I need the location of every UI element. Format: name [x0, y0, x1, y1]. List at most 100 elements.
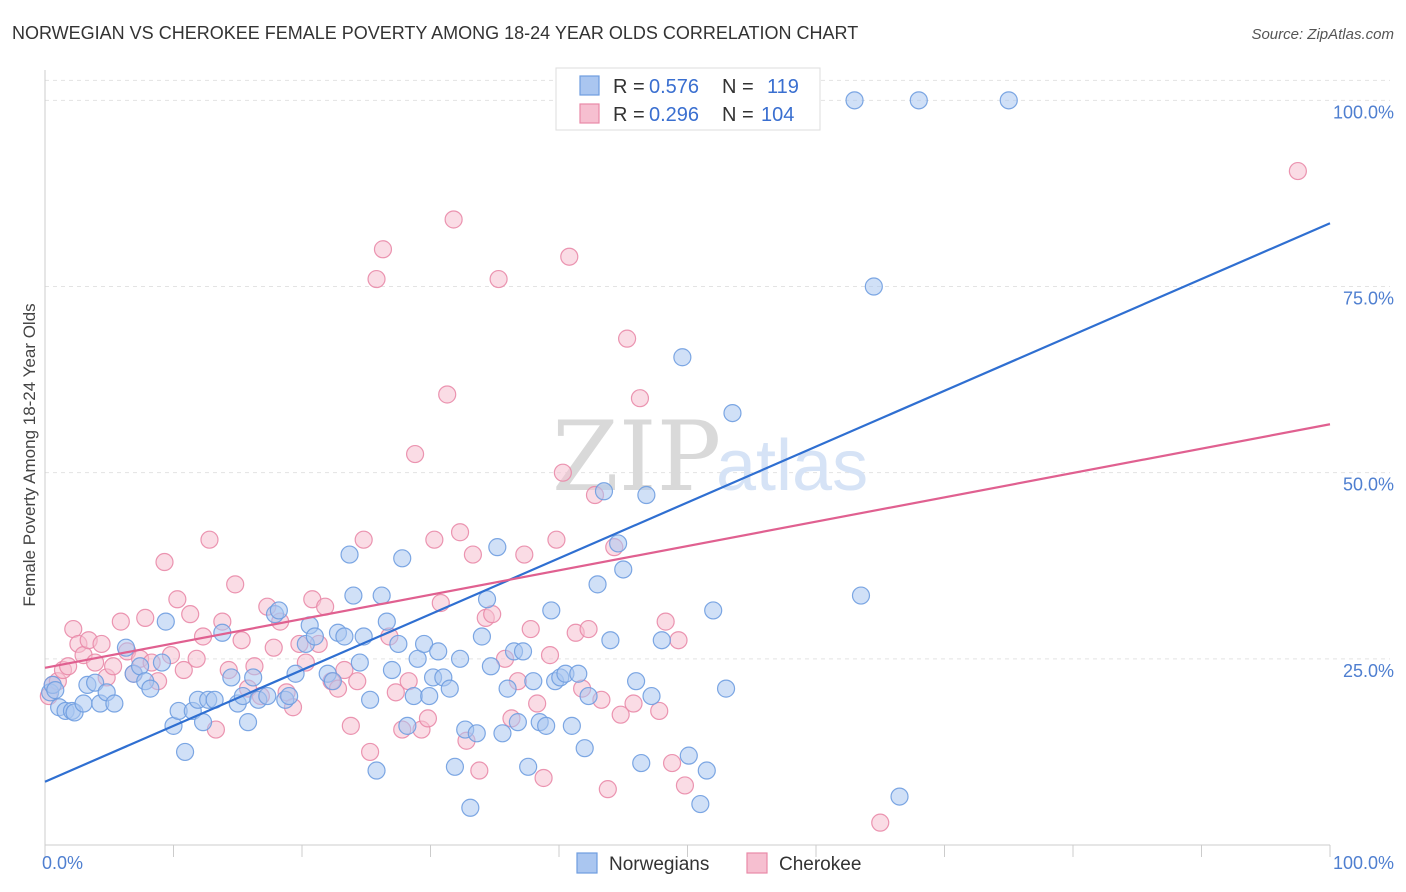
cherokee-point-78	[528, 694, 547, 713]
norwegians-point-9	[86, 673, 105, 692]
norwegians-point-7	[74, 694, 93, 713]
norwegians-point-110	[723, 403, 742, 423]
norwegians-point-2	[46, 681, 65, 700]
norwegians-point-90	[562, 716, 581, 735]
norwegians-point-93	[579, 686, 598, 706]
cherokee-point-68	[463, 545, 483, 564]
norwegians-point-106	[691, 794, 710, 814]
norwegians-point-119	[890, 787, 909, 806]
norwegians-point-78	[498, 679, 517, 698]
norwegians-point-101	[637, 485, 656, 505]
bottom-legend-swatch-cherokee	[746, 852, 768, 874]
chart-title: NORWEGIAN VS CHEROKEE FEMALE POVERTY AMO…	[12, 23, 858, 43]
norwegians-point-100	[632, 753, 651, 773]
cherokee-point-94	[630, 389, 650, 408]
legend-n-value-norwegians: 119	[767, 76, 799, 98]
norwegians-point-73	[472, 627, 491, 646]
legend-swatch-cherokee	[579, 103, 600, 124]
y-tick-label-75: 75.0%	[1343, 289, 1394, 309]
cherokee-point-31	[226, 575, 245, 594]
norwegians-point-65	[429, 642, 448, 661]
norwegians-point-55	[377, 612, 396, 631]
watermark: ZIP atlas	[552, 401, 868, 513]
legend-r-label-cherokee: R =	[613, 104, 645, 126]
cherokee-point-13	[111, 612, 130, 631]
norwegians-point-80	[508, 713, 527, 732]
cherokee-point-98	[656, 612, 675, 631]
x-tick-label-max: 100.0%	[1333, 853, 1394, 873]
norwegians-point-71	[461, 798, 480, 817]
cherokee-point-69	[470, 761, 489, 780]
norwegians-point-53	[367, 761, 386, 780]
x-tick-label-min: 0.0%	[42, 853, 83, 873]
cherokee-point-83	[560, 247, 579, 266]
norwegians-point-95	[594, 482, 614, 501]
cherokee-point-10	[92, 634, 111, 654]
cherokee-point-62	[425, 530, 444, 549]
norwegians-point-62	[414, 634, 434, 654]
norwegians-point-60	[404, 686, 423, 706]
series-norwegians-points	[41, 91, 1018, 817]
norwegians-point-29	[222, 668, 241, 687]
legend-n-label-norwegians: N =	[722, 76, 754, 98]
cherokee-point-24	[181, 605, 200, 624]
cherokee-point-54	[373, 240, 393, 259]
norwegians-point-50	[350, 653, 369, 672]
cherokee-point-23	[174, 660, 193, 680]
norwegians-point-86	[542, 601, 561, 620]
norwegians-point-114	[845, 91, 864, 110]
cherokee-point-89	[598, 780, 617, 799]
watermark-zip: ZIP	[552, 401, 721, 513]
cherokee-point-92	[618, 329, 637, 348]
norwegians-point-43	[305, 627, 324, 646]
norwegians-point-19	[156, 612, 175, 631]
cherokee-point-102	[871, 813, 890, 832]
cherokee-point-50	[348, 672, 367, 691]
cherokee-point-4	[59, 657, 78, 676]
y-tick-label-25: 25.0%	[1343, 661, 1394, 681]
legend-box: R = 0.576 N = 119 R = 0.296 N = 104	[555, 67, 821, 131]
legend-n-label-cherokee: N =	[722, 104, 754, 126]
cherokee-point-20	[155, 552, 174, 572]
norwegians-point-39	[280, 686, 299, 706]
norwegians-trendline	[44, 222, 1331, 783]
norwegians-point-109	[716, 679, 736, 698]
cherokee-point-101	[675, 776, 695, 795]
norwegians-point-105	[679, 746, 698, 765]
norwegians-point-54	[372, 586, 391, 605]
norwegians-point-107	[697, 761, 716, 780]
norwegians-point-116	[864, 277, 883, 296]
bottom-legend-swatch-norwegians	[576, 852, 598, 874]
norwegians-point-117	[909, 91, 928, 110]
norwegians-point-22	[175, 742, 195, 762]
norwegians-point-115	[851, 586, 871, 605]
cherokee-point-64	[438, 385, 457, 404]
norwegians-point-52	[361, 690, 380, 709]
norwegians-point-98	[614, 560, 633, 579]
y-axis-label: Female Poverty Among 18-24 Year Olds	[20, 303, 39, 606]
norwegians-point-32	[238, 713, 258, 732]
chart-source: Source: ZipAtlas.com	[1251, 26, 1394, 43]
cherokee-point-51	[354, 530, 373, 549]
cherokee-point-25	[187, 649, 206, 668]
norwegians-point-37	[269, 601, 288, 620]
cherokee-trendline	[44, 423, 1331, 669]
norwegians-point-33	[244, 668, 263, 687]
cherokee-point-86	[579, 619, 598, 639]
cherokee-point-27	[200, 530, 219, 549]
cherokee-point-61	[418, 709, 438, 728]
cherokee-point-80	[540, 646, 560, 665]
norwegians-point-47	[335, 627, 354, 646]
norwegians-point-108	[704, 601, 723, 620]
cherokee-point-91	[611, 705, 630, 724]
norwegians-point-58	[393, 549, 412, 568]
norwegians-point-94	[588, 575, 607, 594]
norwegians-point-91	[569, 664, 588, 683]
cherokee-point-49	[341, 716, 360, 735]
bottom-legend-label-norwegians: Norwegians	[609, 854, 709, 875]
norwegians-point-102	[642, 686, 661, 706]
norwegians-point-77	[493, 724, 512, 743]
norwegians-point-63	[420, 686, 439, 706]
cherokee-point-93	[624, 694, 643, 713]
norwegians-point-99	[626, 672, 646, 691]
